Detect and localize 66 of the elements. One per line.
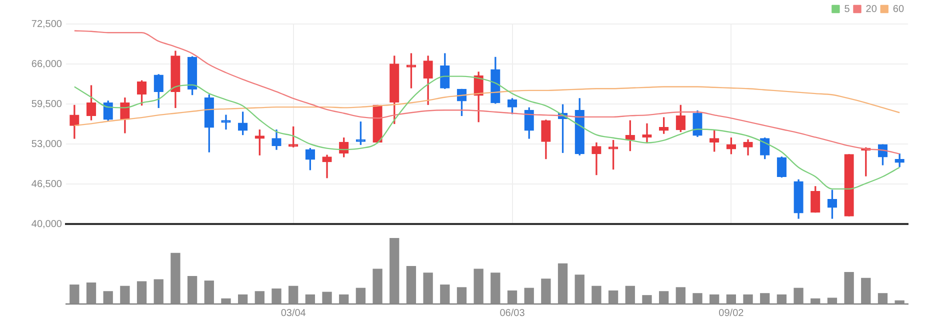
bar xyxy=(474,268,484,304)
bar xyxy=(794,288,804,304)
bar xyxy=(70,284,80,304)
bar xyxy=(625,286,635,304)
bar xyxy=(524,288,534,304)
candlestick xyxy=(592,142,602,176)
bar xyxy=(356,288,366,304)
bar xyxy=(187,276,198,304)
bar xyxy=(103,291,113,304)
x-tick-label: 03/04 xyxy=(280,308,306,319)
bar xyxy=(170,252,180,304)
bar xyxy=(238,294,248,304)
bar xyxy=(894,300,904,304)
y-tick-label: 72,500 xyxy=(31,18,62,30)
candlestick xyxy=(221,114,231,130)
bar xyxy=(878,293,888,304)
bar xyxy=(710,294,720,304)
bar xyxy=(574,274,584,304)
bar xyxy=(726,294,736,304)
bar xyxy=(221,298,231,304)
legend-label: 60 xyxy=(892,4,904,15)
bar xyxy=(406,266,416,304)
bar xyxy=(390,238,400,304)
y-tick-label: 53,000 xyxy=(31,138,62,150)
bar xyxy=(608,290,618,304)
y-tick-label: 46,500 xyxy=(31,178,62,190)
bar xyxy=(305,294,316,304)
bar xyxy=(372,268,382,304)
bar xyxy=(558,263,568,304)
bar xyxy=(676,287,686,304)
bar xyxy=(322,292,332,304)
bar xyxy=(272,288,282,304)
legend-label: 20 xyxy=(866,4,878,15)
bar xyxy=(776,294,787,304)
bar xyxy=(592,286,602,304)
bar xyxy=(288,286,298,304)
bar xyxy=(136,281,147,304)
bar xyxy=(861,278,871,304)
candlestick xyxy=(322,154,332,178)
y-tick-label: 40,000 xyxy=(31,218,62,230)
legend-label: 5 xyxy=(844,4,850,15)
bar xyxy=(760,293,770,304)
bar xyxy=(827,298,838,304)
bar xyxy=(507,290,518,304)
bar xyxy=(154,279,164,304)
bar xyxy=(692,293,702,304)
x-tick-label: 09/02 xyxy=(718,308,744,319)
bar xyxy=(541,278,551,304)
candlestick xyxy=(642,123,652,144)
bar xyxy=(743,294,753,304)
bar xyxy=(440,284,450,304)
bar xyxy=(456,287,467,304)
bar xyxy=(642,295,652,304)
bar xyxy=(658,291,669,304)
bar xyxy=(810,298,820,304)
bar xyxy=(423,272,433,304)
bar xyxy=(844,272,854,304)
bar xyxy=(490,272,500,304)
y-tick-label: 59,500 xyxy=(31,98,62,110)
bar xyxy=(86,282,96,304)
bar xyxy=(204,280,214,304)
y-tick-label: 66,000 xyxy=(31,58,62,70)
bar xyxy=(254,291,264,304)
bar xyxy=(120,286,130,304)
bar xyxy=(339,294,349,304)
x-tick-label: 06/03 xyxy=(500,308,526,319)
